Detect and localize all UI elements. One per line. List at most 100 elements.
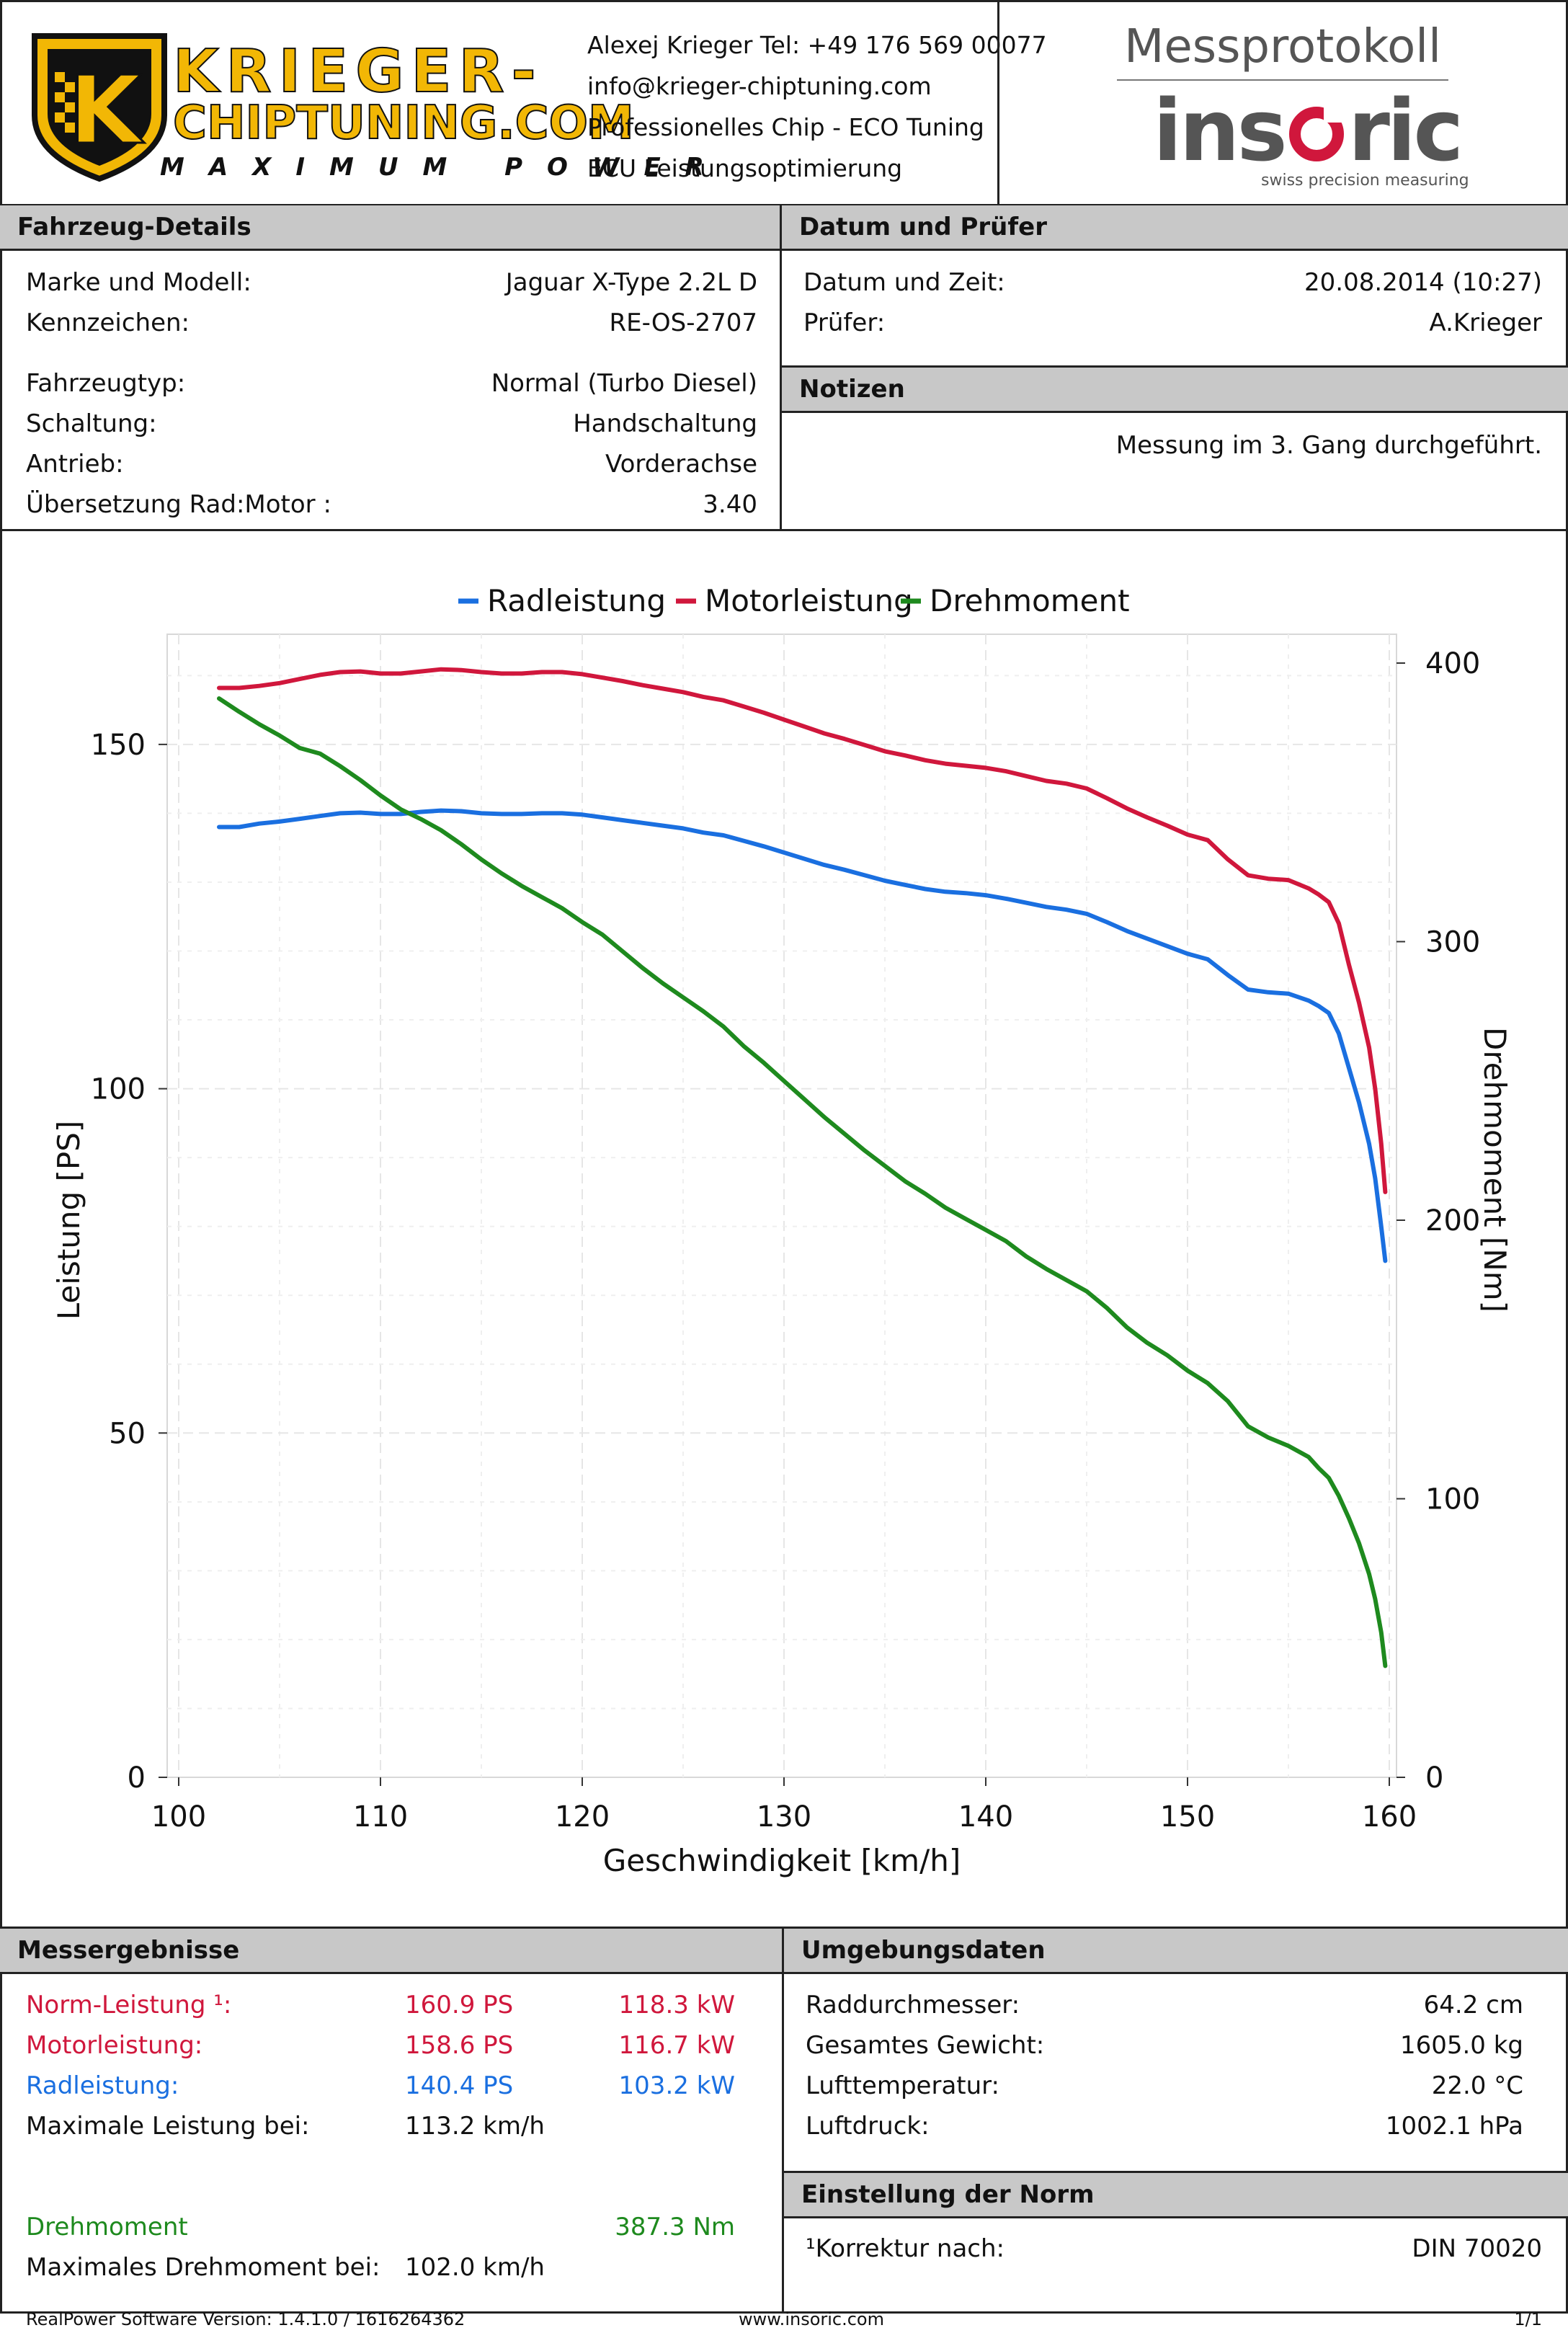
vehicle-label-ratio: Übersetzung Rad:Motor : bbox=[26, 490, 331, 519]
env-label-pressure: Luftdruck: bbox=[806, 2112, 930, 2141]
y2-tick-label: 200 bbox=[1425, 1204, 1480, 1237]
date-value-datetime: 20.08.2014 (10:27) bbox=[1304, 268, 1542, 297]
y2-tick-label: 400 bbox=[1425, 647, 1480, 680]
vehicle-value-drive: Vorderachse bbox=[605, 450, 757, 479]
y-axis-title: Leistung [PS] bbox=[51, 1121, 86, 1320]
x-tick-label: 100 bbox=[151, 1800, 206, 1834]
env-value-temp: 22.0 °C bbox=[1431, 2071, 1523, 2100]
norm-value: DIN 70020 bbox=[1412, 2234, 1542, 2263]
norm-power-ps: 160.9 PS bbox=[405, 1991, 514, 2019]
env-value-pressure: 1002.1 hPa bbox=[1385, 2112, 1523, 2141]
y2-tick-label: 300 bbox=[1425, 926, 1480, 959]
max-torque-speed-label: Maximales Drehmoment bei: bbox=[26, 2253, 380, 2282]
vehicle-value-type: Normal (Turbo Diesel) bbox=[491, 369, 757, 398]
vehicle-label-gearbox: Schaltung: bbox=[26, 409, 157, 438]
env-value-weight: 1605.0 kg bbox=[1399, 2031, 1523, 2060]
results-header: Messergebnisse bbox=[0, 1929, 784, 1974]
logo-line2: CHIPTUNING.COM bbox=[172, 96, 635, 151]
header: K KRIEGER- CHIPTUNING.COM MAXIMUM POWER … bbox=[0, 0, 1568, 205]
protocol-title: Messprotokoll bbox=[1124, 20, 1441, 74]
protocol-rule bbox=[1117, 79, 1448, 81]
contact-ecu: ECU Leistungsoptimierung bbox=[587, 154, 903, 182]
footer-version: RealPower Software Version: 1.4.1.0 / 16… bbox=[26, 2309, 466, 2329]
vehicle-value-model: Jaguar X-Type 2.2L D bbox=[505, 268, 757, 297]
y2-tick-label: 0 bbox=[1425, 1761, 1443, 1795]
contact-phone: Alexej Krieger Tel: +49 176 569 00077 bbox=[587, 31, 1047, 59]
x-tick-label: 140 bbox=[958, 1800, 1013, 1834]
x-tick-label: 160 bbox=[1362, 1800, 1417, 1834]
contact-block: Alexej Krieger Tel: +49 176 569 00077 in… bbox=[587, 25, 1047, 189]
footer-page: 1/1 bbox=[1514, 2309, 1542, 2329]
vehicle-label-type: Fahrzeugtyp: bbox=[26, 369, 186, 398]
norm-power-label: Norm-Leistung ¹: bbox=[26, 1991, 232, 2019]
insoric-ring-icon bbox=[1288, 107, 1344, 161]
chart-axes: 100 110 120 130 140 150 1600501001500100200300… bbox=[51, 647, 1513, 1878]
torque-label: Drehmoment bbox=[26, 2213, 188, 2241]
contact-email: info@krieger-chiptuning.com bbox=[587, 72, 932, 100]
krieger-logo-icon: K bbox=[32, 33, 167, 182]
chart-series bbox=[217, 667, 1388, 1668]
env-header: Umgebungsdaten bbox=[784, 1929, 1568, 1974]
env-value-wheel: 64.2 cm bbox=[1423, 1991, 1523, 2019]
header-bottom-rule bbox=[0, 204, 1568, 206]
brand-name-b: ric bbox=[1348, 81, 1464, 180]
footer-url[interactable]: www.insoric.com bbox=[739, 2309, 884, 2329]
y2-axis-title: Drehmoment [Nm] bbox=[1477, 1027, 1513, 1312]
series-line-motorleistung bbox=[217, 667, 1388, 1194]
series-line-radleistung bbox=[217, 808, 1388, 1263]
vehicle-divider bbox=[780, 205, 782, 531]
x-tick-label: 130 bbox=[757, 1800, 811, 1834]
insoric-logo: ins ric bbox=[1153, 81, 1464, 180]
contact-service: Professionelles Chip - ECO Tuning bbox=[587, 113, 984, 141]
motor-power-kw: 116.7 kW bbox=[618, 2031, 735, 2060]
norm-top-rule bbox=[782, 2171, 1568, 2173]
logo-line1: KRIEGER- bbox=[172, 37, 543, 107]
wheel-power-label: Radleistung: bbox=[26, 2071, 179, 2100]
max-power-speed-value: 113.2 km/h bbox=[405, 2112, 545, 2141]
details-bottom-rule bbox=[0, 529, 1568, 531]
vehicle-value-gearbox: Handschaltung bbox=[573, 409, 757, 438]
max-power-speed-label: Maximale Leistung bei: bbox=[26, 2112, 310, 2141]
legend-label: Drehmoment bbox=[930, 583, 1130, 618]
motor-power-label: Motorleistung: bbox=[26, 2031, 203, 2060]
series-line-drehmoment bbox=[217, 696, 1388, 1668]
y-tick-label: 100 bbox=[91, 1073, 146, 1106]
date-value-examiner: A.Krieger bbox=[1429, 308, 1542, 337]
wheel-power-ps: 140.4 PS bbox=[405, 2071, 514, 2100]
vehicle-header: Fahrzeug-Details bbox=[0, 205, 782, 251]
plot-frame bbox=[166, 634, 1397, 1778]
notes-header: Notizen bbox=[782, 368, 1568, 413]
norm-power-kw: 118.3 kW bbox=[618, 1991, 735, 2019]
env-label-weight: Gesamtes Gewicht: bbox=[806, 2031, 1045, 2060]
y2-tick-label: 100 bbox=[1425, 1483, 1480, 1516]
vehicle-label-drive: Antrieb: bbox=[26, 450, 124, 479]
legend-label: Motorleistung bbox=[705, 583, 913, 618]
date-label-datetime: Datum und Zeit: bbox=[803, 268, 1005, 297]
env-label-wheel: Raddurchmesser: bbox=[806, 1991, 1020, 2019]
y-tick-label: 150 bbox=[91, 729, 146, 762]
logo-tagline: MAXIMUM POWER bbox=[160, 153, 729, 182]
x-tick-label: 150 bbox=[1160, 1800, 1215, 1834]
wheel-power-kw: 103.2 kW bbox=[618, 2071, 735, 2100]
x-tick-label: 120 bbox=[555, 1800, 610, 1834]
norm-header: Einstellung der Norm bbox=[784, 2173, 1568, 2218]
legend-label: Radleistung bbox=[487, 583, 666, 618]
x-tick-label: 110 bbox=[353, 1800, 408, 1834]
x-axis-title: Geschwindigkeit [km/h] bbox=[603, 1843, 961, 1878]
chart-grid bbox=[166, 634, 1397, 1778]
results-divider bbox=[782, 1929, 784, 2314]
chart-legend: Radleistung Motorleistung Drehmoment bbox=[458, 583, 1130, 618]
env-label-temp: Lufttemperatur: bbox=[806, 2071, 999, 2100]
vehicle-label-model: Marke und Modell: bbox=[26, 268, 251, 297]
brand-name-a: ins bbox=[1153, 81, 1288, 180]
norm-label: ¹Korrektur nach: bbox=[806, 2234, 1005, 2263]
y-tick-label: 0 bbox=[128, 1761, 146, 1795]
vehicle-label-plate: Kennzeichen: bbox=[26, 308, 190, 337]
vehicle-value-ratio: 3.40 bbox=[703, 490, 757, 519]
vehicle-value-plate: RE-OS-2707 bbox=[609, 308, 757, 337]
header-divider bbox=[997, 0, 999, 205]
torque-value: 387.3 Nm bbox=[615, 2213, 735, 2241]
date-label-examiner: Prüfer: bbox=[803, 308, 886, 337]
notes-text: Messung im 3. Gang durchgeführt. bbox=[1115, 431, 1542, 460]
